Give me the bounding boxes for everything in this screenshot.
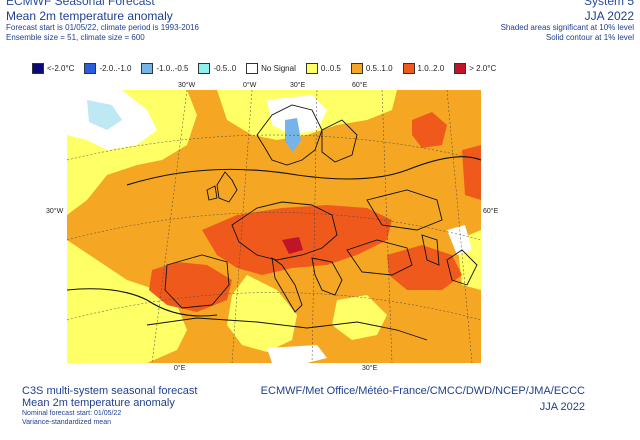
contour-note: Solid contour at 1% level [545,33,634,42]
footer-right: ECMWF/Met Office/Météo-France/CMCC/DWD/N… [261,385,585,414]
lon-label-top-4: 60°E [352,82,368,89]
legend-item: 1.0..2.0 [402,62,445,74]
forecast-info: Forecast start is 01/05/22, climate peri… [6,23,199,32]
coastlines [146,104,478,341]
legend-label: 0.5..1.0 [365,63,393,73]
legend-label: > 2.0°C [469,63,497,73]
field-yellow-se [332,295,387,340]
shaded-note: Shaded areas significant at 10% level [500,23,634,32]
map-svg [67,90,481,363]
footer-season: JJA 2022 [539,401,585,413]
season-label: JJA 2022 [584,9,634,23]
legend-item: -2.0..-1.0 [84,62,132,74]
lon-label-top-2: 0°W [243,82,257,89]
footer-title: C3S multi-system seasonal forecast [22,385,198,397]
legend-swatch [350,62,363,74]
legend-label: 1.0..2.0 [417,63,445,73]
significance-contours [67,156,481,317]
lon-label-top-3: 30°E [290,82,306,89]
field-darkred-core [282,237,303,254]
field-white-scandinavia [267,95,327,135]
plot-title: Mean 2m temperature anomaly [6,9,173,23]
legend-item: 0.5..1.0 [350,62,393,74]
legend-swatch [198,62,211,74]
lon-label-bottom-1: 0°E [174,365,186,372]
color-legend: <-2.0°C -2.0..-1.0 -1.0..-0.5 -0.5..0 No Sig… [32,60,506,76]
legend-label: -0.5..0 [213,63,237,73]
legend-swatch [246,62,259,74]
lon-label-bottom-2: 30°E [362,365,378,372]
anomaly-map [67,90,481,363]
legend-swatch [141,62,154,74]
legend-swatch [32,62,44,74]
header-right: System 5 JJA 2022 Shaded areas significa… [501,0,634,43]
legend-label: -2.0..-1.0 [99,63,132,73]
legend-item: -0.5..0 [198,62,237,74]
legend-label: <-2.0°C [47,63,75,73]
legend-item: <-2.0°C [32,62,75,74]
legend-label: No Signal [261,63,296,73]
system-name: System 5 [583,0,634,8]
legend-item: -1.0..-0.5 [141,62,189,74]
field-cool-nw [87,100,122,130]
lat-label-right: 60°E [483,208,499,215]
lon-label-top-1: 30°W [178,82,196,89]
legend-swatch [402,62,415,74]
field-yellow-south [227,275,297,352]
legend-item: > 2.0°C [454,62,497,74]
legend-swatch [305,62,318,74]
legend-label: -1.0..-0.5 [156,63,189,73]
ensemble-info: Ensemble size = 51, climate size = 600 [6,33,145,42]
legend-item: No Signal [246,62,296,74]
product-name: ECMWF Seasonal Forecast [6,0,155,8]
header-left: ECMWF Seasonal Forecast Mean 2m temperat… [6,0,199,43]
field-red-east [387,245,462,290]
footer-centres: ECMWF/Met Office/Météo-France/CMCC/DWD/N… [260,385,585,397]
field-white-east [447,225,472,255]
legend-swatch [454,62,467,74]
legend-swatch [84,62,97,74]
legend-label: 0..0.5 [320,63,341,73]
field-red-northeast [412,112,447,148]
field-cool-scandinavia [285,118,301,152]
footer-method: Variance-standardized mean [22,419,111,426]
lat-label-left: 30°W [46,208,64,215]
footer-left: C3S multi-system seasonal forecast Mean … [22,385,197,427]
field-red-far-east [462,145,481,200]
legend-item: 0..0.5 [305,62,341,74]
footer-start: Nominal forecast start: 01/05/22 [22,410,122,417]
field-yellow-sw [67,240,187,363]
footer-variable: Mean 2m temperature anomaly [22,397,175,409]
